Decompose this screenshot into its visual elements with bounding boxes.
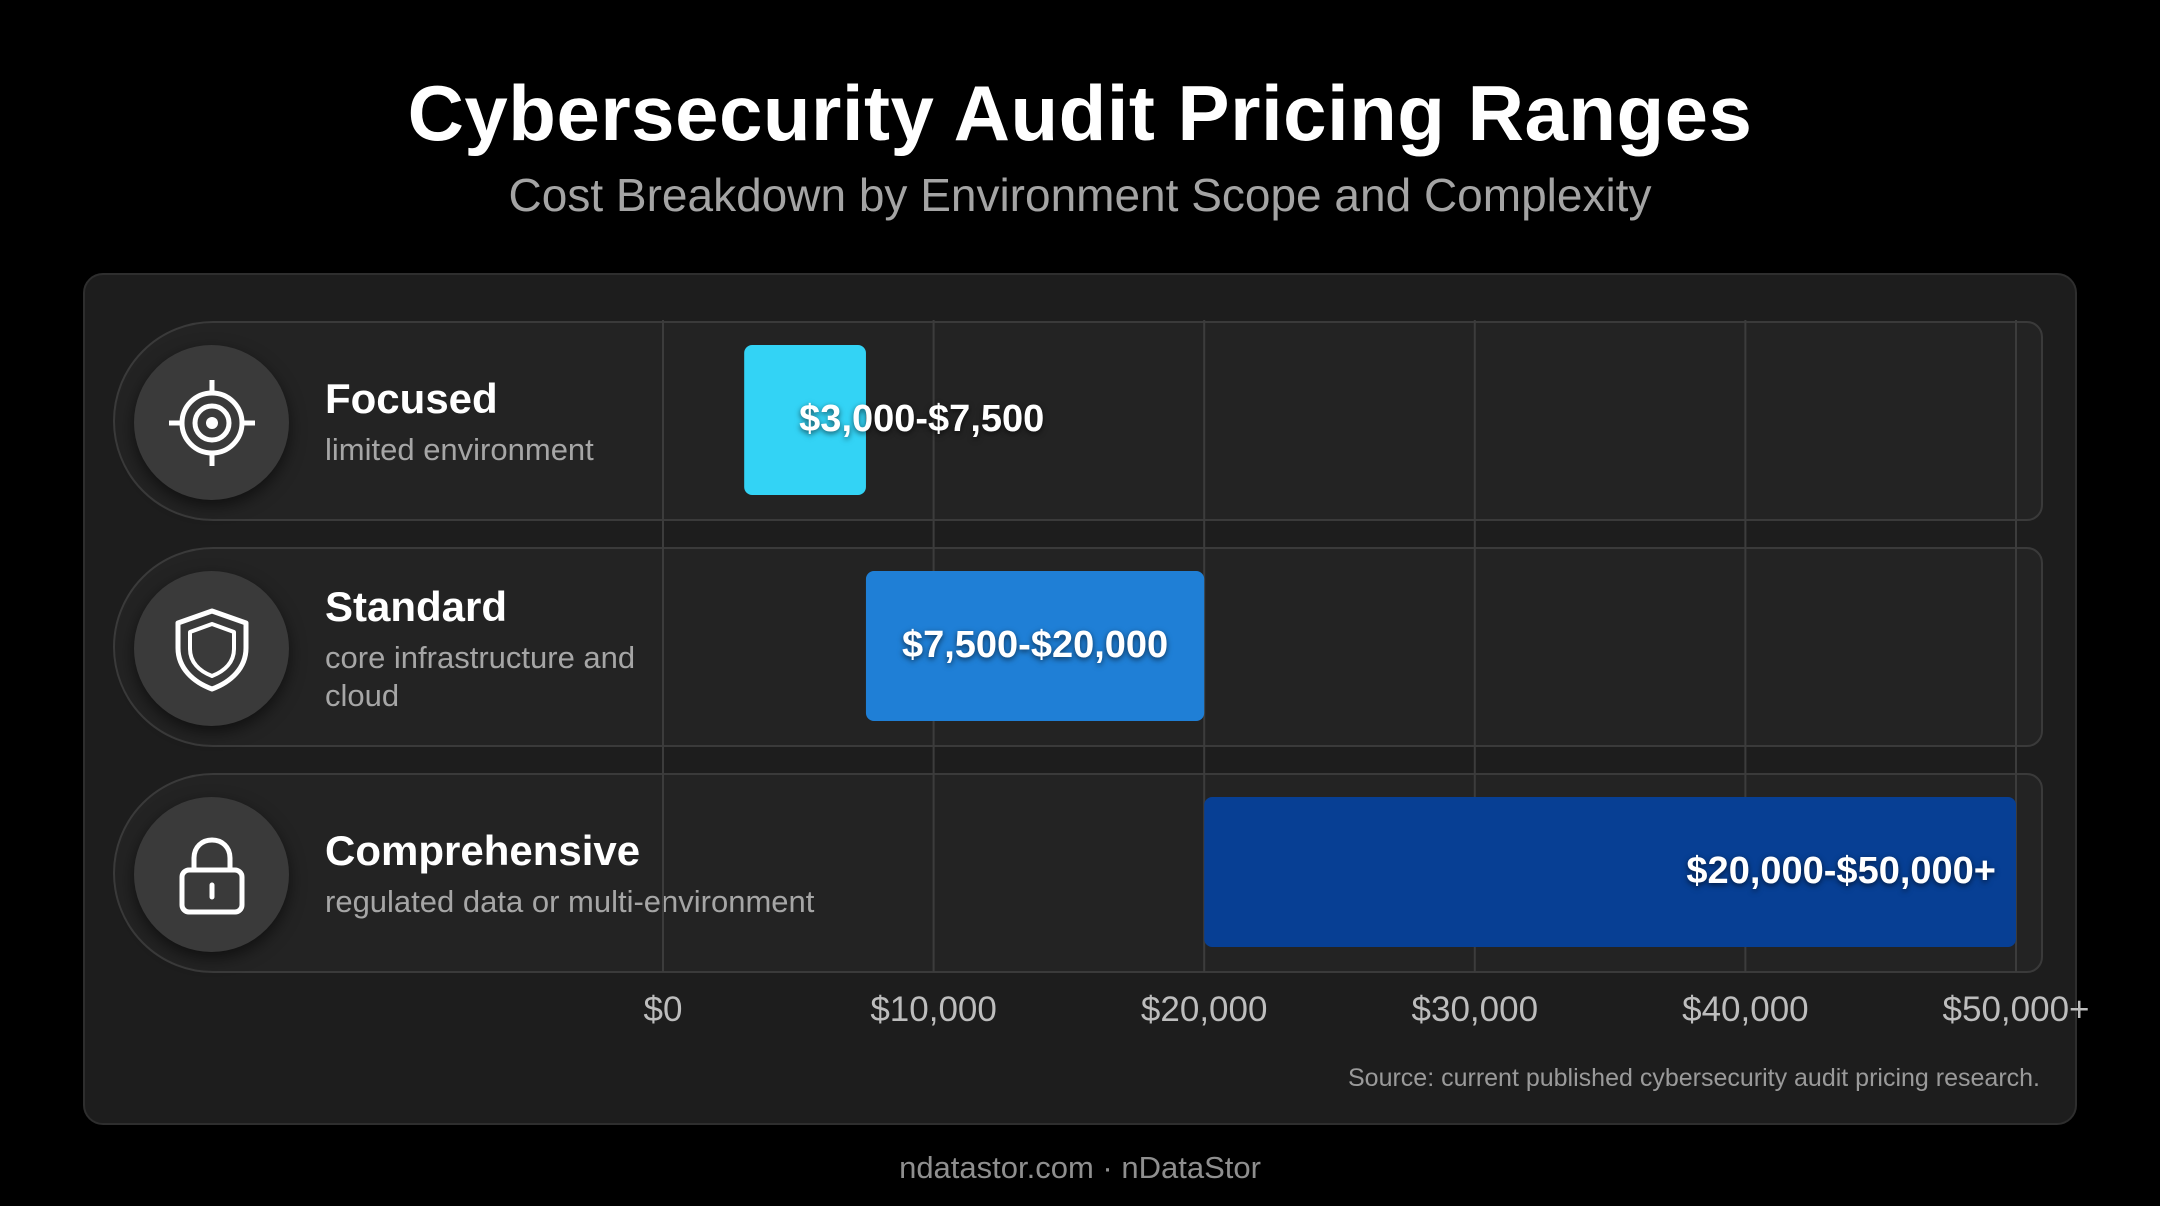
row-desc-focused: limited environment: [325, 432, 594, 467]
x-tick-label: $0: [643, 990, 683, 1029]
bar-value-label: $20,000-$50,000+: [1686, 850, 1996, 892]
target-icon: [134, 345, 289, 500]
footer-credit: ndatastor.com · nDataStor: [899, 1150, 1261, 1185]
range-bar: [1204, 797, 2016, 947]
bar-value-label: $3,000-$7,500: [799, 398, 1045, 440]
shield-icon: [134, 571, 289, 726]
source-note: Source: current published cybersecurity …: [1347, 1064, 2040, 1092]
chart-title: Cybersecurity Audit Pricing Ranges: [407, 69, 1753, 157]
x-tick-label: $30,000: [1411, 990, 1539, 1029]
row-desc-comprehensive: regulated data or multi-environment: [325, 884, 815, 919]
chart-subtitle: Cost Breakdown by Environment Scope and …: [508, 169, 1652, 221]
range-bar: [865, 571, 1205, 721]
range-bar: [744, 345, 866, 495]
x-tick-label: $20,000: [1140, 990, 1268, 1029]
row-label-standard: Standard: [325, 583, 508, 630]
x-tick-label: $40,000: [1682, 990, 1809, 1029]
x-tick-label: $10,000: [870, 990, 997, 1029]
row-label-focused: Focused: [325, 375, 498, 422]
x-tick-label: $50,000+: [1942, 990, 2090, 1029]
row-focused: Focused limited environment: [113, 321, 2043, 521]
lock-icon: [134, 797, 289, 952]
row-label-comprehensive: Comprehensive: [325, 827, 641, 874]
bar-value-label: $7,500-$20,000: [901, 624, 1169, 666]
row-desc-standard: core infrastructure and cloud: [325, 640, 636, 713]
